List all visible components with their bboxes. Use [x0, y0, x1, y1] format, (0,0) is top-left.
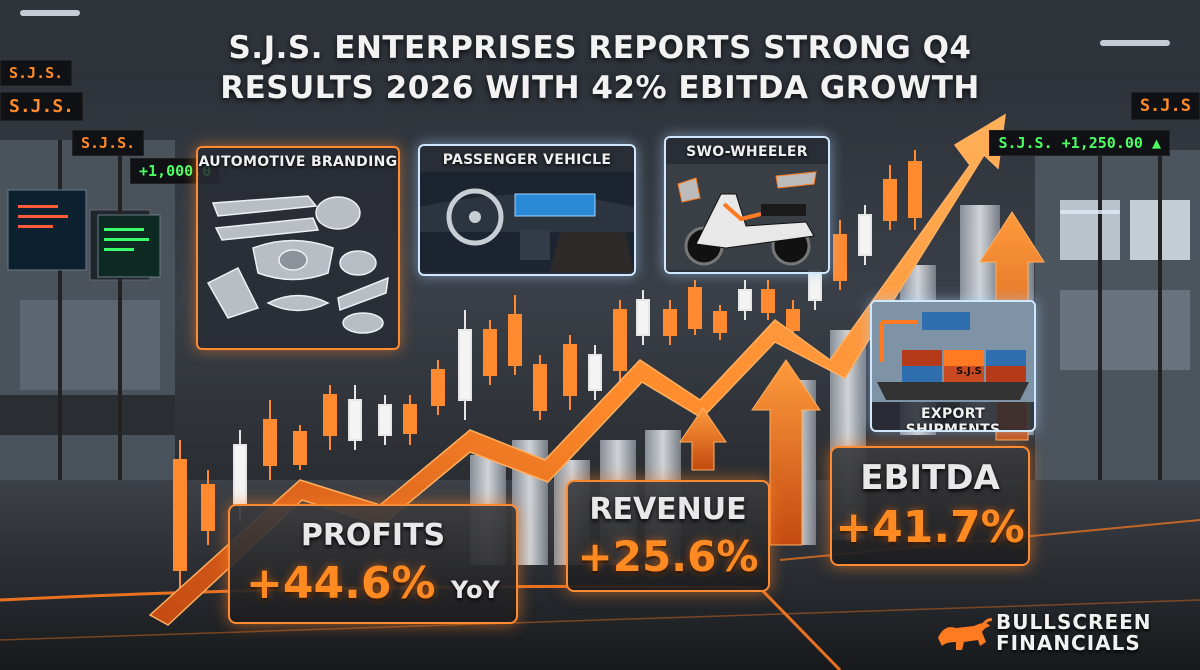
automotive-branding-card: AUTOMOTIVE BRANDING [196, 146, 400, 350]
brand-line-1: BULLSCREEN [996, 610, 1152, 634]
headline-line-2: RESULTS 2026 WITH 42% EBITDA GROWTH [220, 70, 980, 106]
right-office-windows [1035, 150, 1200, 500]
emblem-parts-icon [206, 195, 389, 334]
car-interior-icon [420, 172, 634, 272]
profits-label: PROFITS [300, 518, 446, 553]
two-wheeler-label: SWO-WHEELER [686, 144, 808, 160]
profits-percent: +44.6% [246, 558, 436, 609]
passenger-vehicle-label: PASSENGER VEHICLE [442, 152, 612, 168]
ebitda-stat-card: EBITDA +41.7% [830, 446, 1030, 566]
ticker-right-top: S.J.S [1130, 92, 1200, 120]
export-shipments-card: S.J.S EXPORT SHIPMENTS [870, 300, 1036, 432]
passenger-vehicle-card: PASSENGER VEHICLE [418, 144, 636, 276]
scooter-icon [666, 164, 828, 270]
headline: S.J.S. ENTERPRISES REPORTS STRONG Q4 RES… [150, 28, 1050, 108]
ticker-left-main: S.J.S. [0, 92, 84, 121]
revenue-stat-card: REVENUE +25.6% [566, 480, 770, 592]
ticker-left-top: S.J.S. [0, 60, 73, 86]
revenue-value: +25.6% [577, 532, 759, 581]
bull-icon [938, 618, 992, 650]
brand-name: BULLSCREEN FINANCIALS [996, 612, 1152, 654]
ebitda-value: +41.7% [835, 502, 1025, 553]
ticker-right-value: S.J.S. +1,250.00 ▲ [989, 130, 1170, 156]
headline-line-1: S.J.S. ENTERPRISES REPORTS STRONG Q4 [228, 30, 972, 66]
container-label: S.J.S [956, 366, 982, 377]
profits-yoy: YoY [450, 576, 500, 604]
revenue-label: REVENUE [589, 492, 747, 527]
export-shipments-label: EXPORT SHIPMENTS [905, 406, 1001, 432]
two-wheeler-card: SWO-WHEELER [664, 136, 830, 274]
ebitda-label: EBITDA [860, 458, 1000, 498]
profits-stat-card: PROFITS +44.6% YoY [228, 504, 518, 624]
brand-line-2: FINANCIALS [996, 631, 1141, 655]
cargo-ship-icon [872, 302, 1034, 402]
market-monitors [7, 189, 161, 278]
profits-value: +44.6% YoY [230, 558, 516, 609]
brand-logo: BULLSCREEN FINANCIALS [934, 612, 1184, 656]
automotive-branding-label: AUTOMOTIVE BRANDING [198, 154, 398, 170]
ticker-left-symbol: S.J.S. [72, 130, 145, 156]
candlestick-field [173, 150, 922, 590]
